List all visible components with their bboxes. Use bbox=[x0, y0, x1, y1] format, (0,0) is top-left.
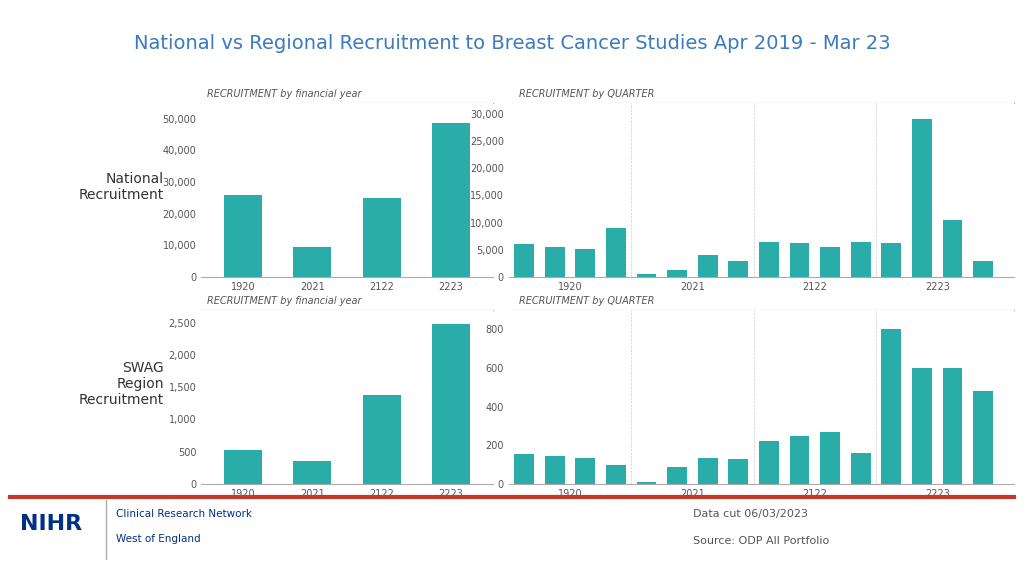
Text: Source: ODP All Portfolio: Source: ODP All Portfolio bbox=[692, 536, 828, 546]
Bar bbox=[293, 247, 332, 277]
Text: RECRUITMENT by financial year: RECRUITMENT by financial year bbox=[207, 295, 361, 305]
Bar bbox=[575, 458, 595, 484]
Bar bbox=[362, 198, 400, 277]
Bar bbox=[637, 274, 656, 277]
Bar bbox=[759, 241, 779, 277]
Text: West of England: West of England bbox=[116, 533, 201, 544]
Bar bbox=[637, 482, 656, 484]
Bar bbox=[851, 453, 870, 484]
Text: RECRUITMENT by QUARTER: RECRUITMENT by QUARTER bbox=[519, 89, 654, 98]
Text: RECRUITMENT by QUARTER: RECRUITMENT by QUARTER bbox=[519, 295, 654, 305]
Bar bbox=[790, 435, 809, 484]
Bar bbox=[943, 220, 963, 277]
Bar bbox=[943, 368, 963, 484]
Bar bbox=[820, 432, 840, 484]
Bar bbox=[728, 459, 749, 484]
Bar bbox=[224, 195, 262, 277]
Text: National
Recruitment: National Recruitment bbox=[79, 172, 164, 202]
Bar bbox=[575, 249, 595, 277]
Bar bbox=[973, 261, 993, 277]
Text: National vs Regional Recruitment to Breast Cancer Studies Apr 2019 - Mar 23: National vs Regional Recruitment to Brea… bbox=[134, 34, 890, 53]
Bar bbox=[514, 454, 534, 484]
Text: NIHR: NIHR bbox=[20, 514, 82, 534]
Bar bbox=[759, 441, 779, 484]
Text: SWAG
Region
Recruitment: SWAG Region Recruitment bbox=[79, 361, 164, 407]
Bar bbox=[851, 241, 870, 277]
Bar bbox=[912, 368, 932, 484]
Bar bbox=[606, 228, 626, 277]
Text: Data cut 06/03/2023: Data cut 06/03/2023 bbox=[692, 509, 808, 520]
Bar bbox=[882, 329, 901, 484]
Bar bbox=[668, 271, 687, 277]
Bar bbox=[973, 391, 993, 484]
Bar bbox=[820, 247, 840, 277]
Bar bbox=[545, 456, 564, 484]
Bar bbox=[362, 395, 400, 484]
Bar bbox=[728, 261, 749, 277]
Bar bbox=[224, 450, 262, 484]
Bar bbox=[882, 243, 901, 277]
Bar bbox=[912, 119, 932, 277]
Bar bbox=[697, 458, 718, 484]
Bar bbox=[697, 255, 718, 277]
Bar bbox=[432, 324, 470, 484]
Bar bbox=[432, 123, 470, 277]
Bar bbox=[790, 242, 809, 277]
Bar bbox=[668, 467, 687, 484]
Bar bbox=[545, 247, 564, 277]
Bar bbox=[293, 461, 332, 484]
Bar bbox=[606, 465, 626, 484]
Text: RECRUITMENT by financial year: RECRUITMENT by financial year bbox=[207, 89, 361, 98]
Text: Clinical Research Network: Clinical Research Network bbox=[116, 509, 252, 520]
Bar bbox=[514, 244, 534, 277]
